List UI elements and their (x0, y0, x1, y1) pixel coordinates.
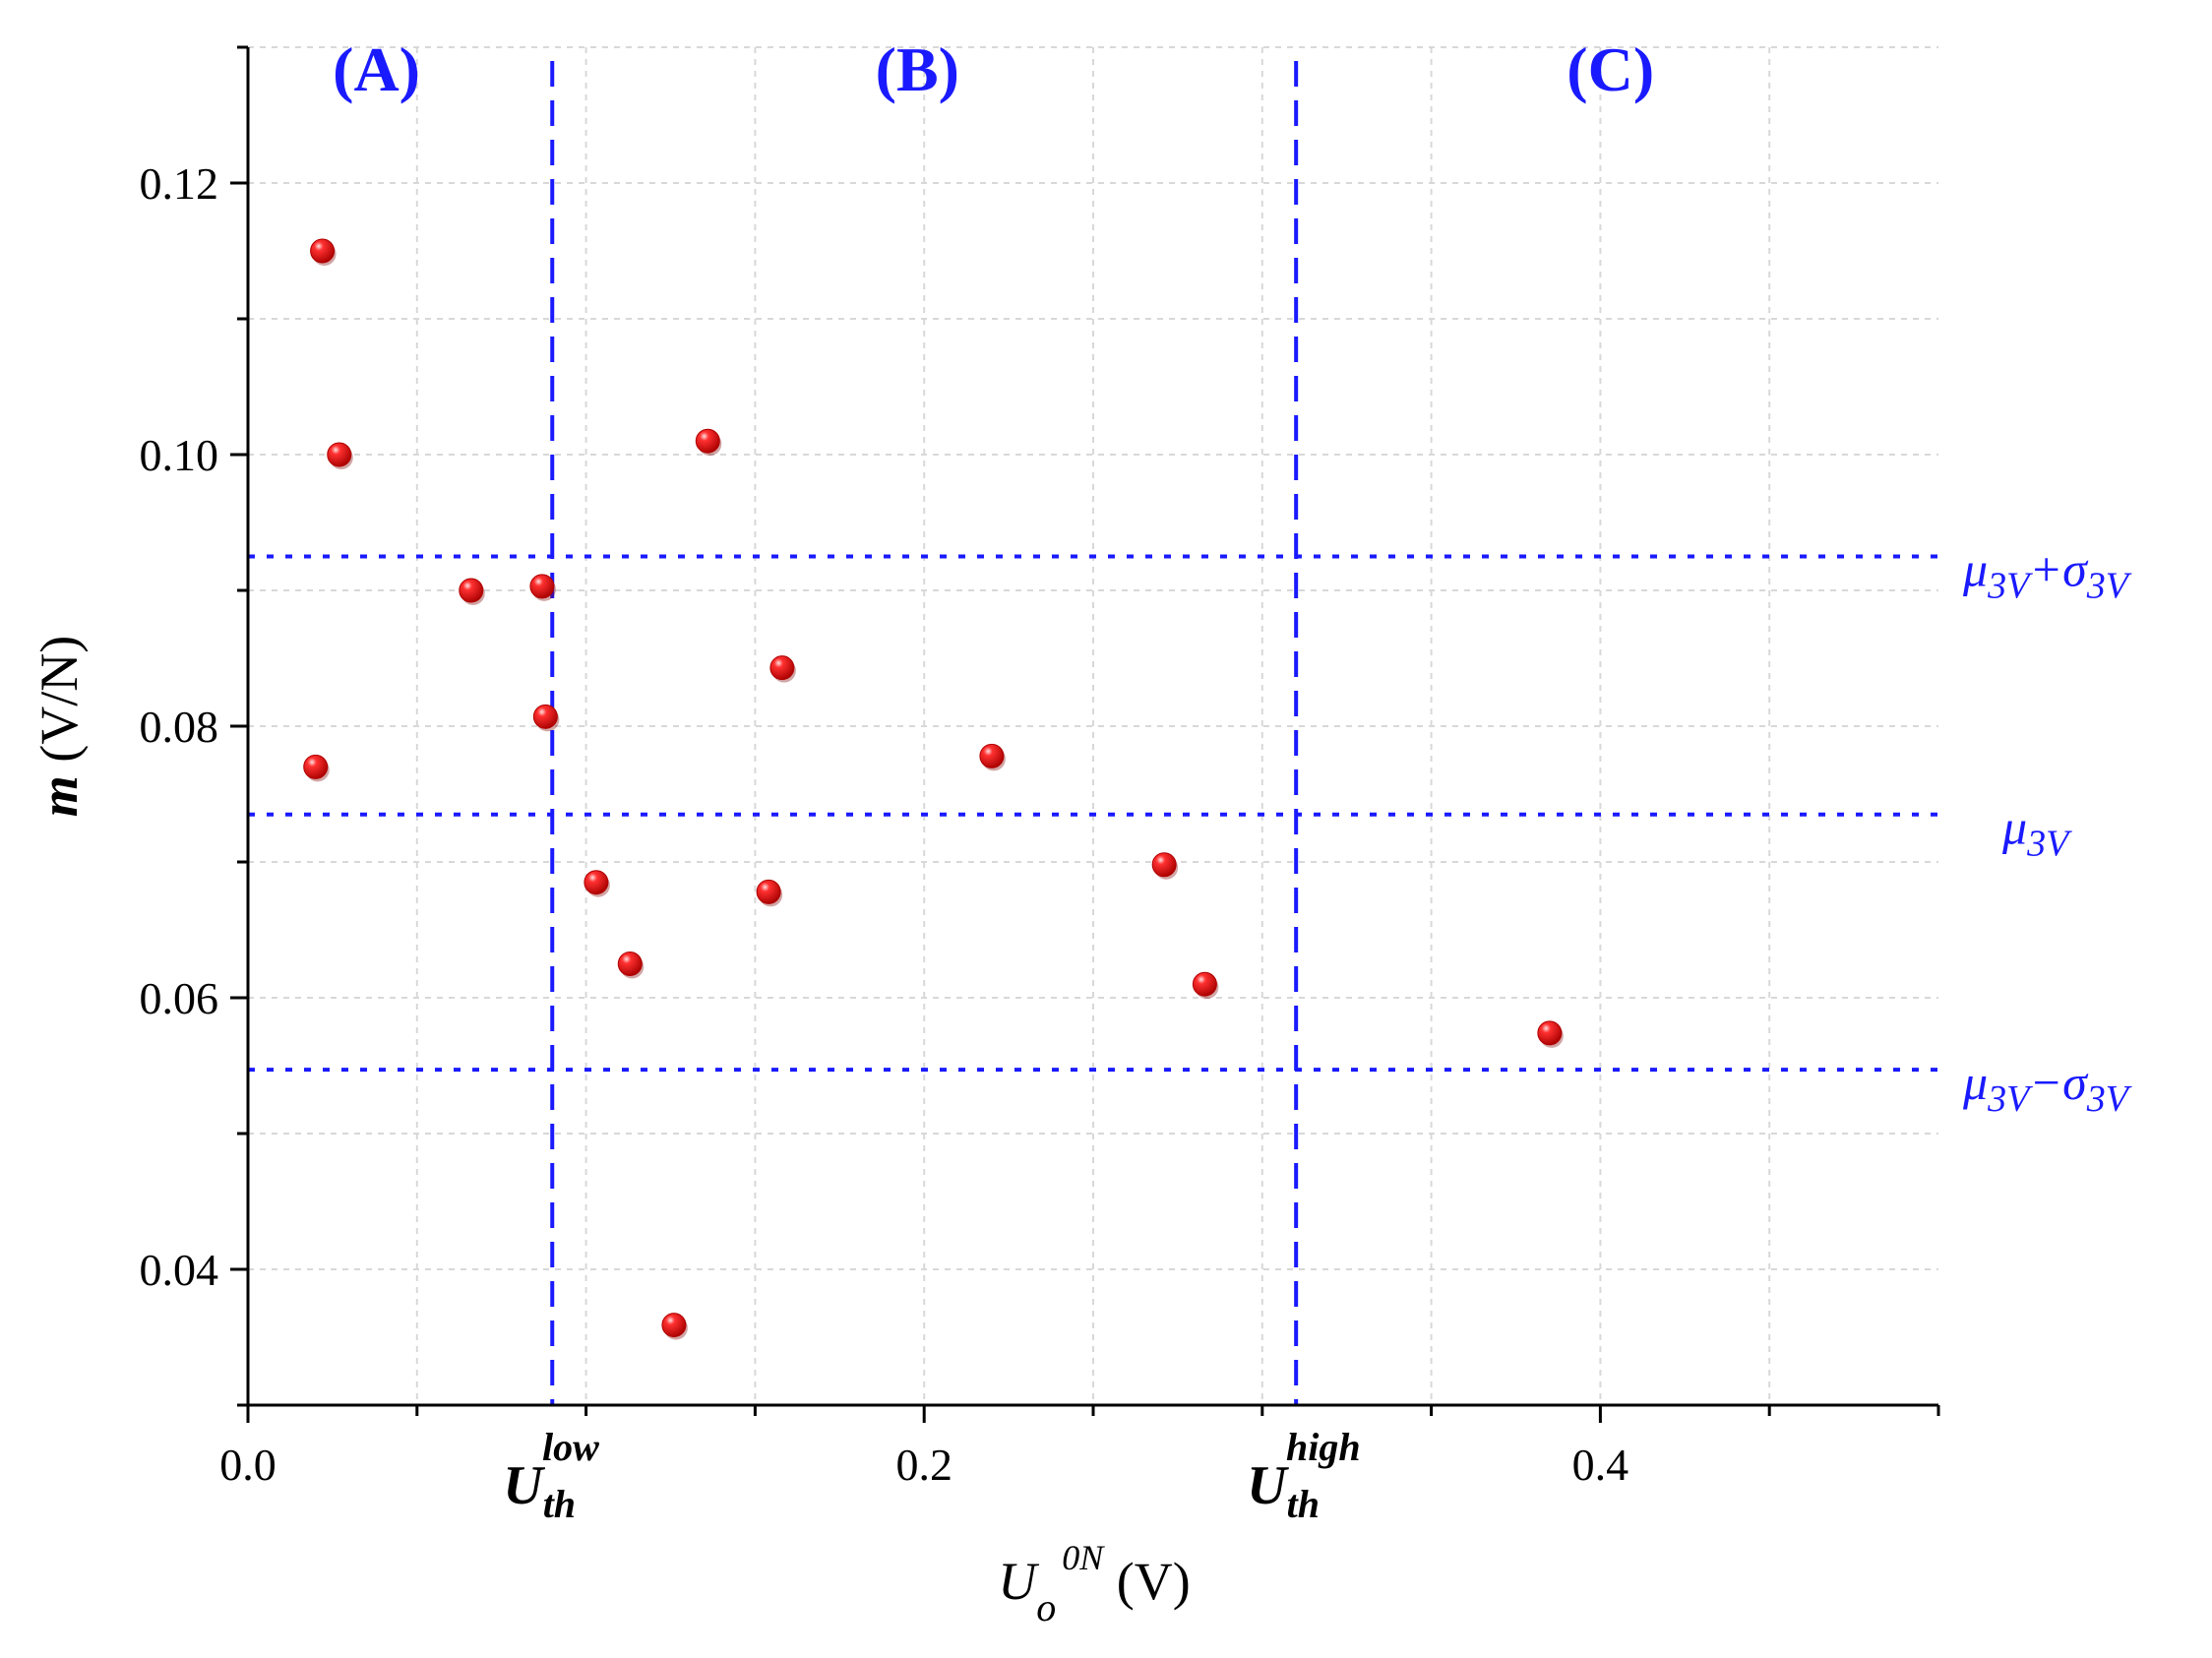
y-tick-label: 0.04 (140, 1245, 219, 1295)
data-point (769, 655, 795, 681)
labels: 0.0 0.2 0.4 0.04 0.06 0.08 0.10 0.12 Uthlow Uthhi… (30, 34, 2132, 1629)
data-point (979, 743, 1005, 768)
region-label: (C) (1567, 34, 1654, 104)
data-point (1192, 971, 1217, 997)
axes (230, 45, 1940, 1423)
reference-label: μ3V (2001, 800, 2072, 865)
data-point (1151, 852, 1177, 878)
x-tick-label: 0.4 (1572, 1440, 1629, 1490)
data-point (1537, 1020, 1563, 1046)
y-tick-label: 0.08 (140, 702, 219, 752)
y-tick-label: 0.10 (140, 430, 219, 480)
x-tick-label: 0.0 (219, 1440, 276, 1490)
reference-label: μ3V−σ3V (1962, 1055, 2132, 1120)
threshold-label: Uthhigh (1247, 1425, 1360, 1526)
data-point (584, 870, 609, 895)
data-points (303, 238, 1564, 1340)
region-label: (A) (333, 34, 420, 104)
y-tick-label: 0.06 (140, 973, 219, 1023)
data-point (756, 879, 781, 904)
data-point (310, 238, 336, 264)
data-point (327, 442, 352, 467)
y-tick-label: 0.12 (140, 158, 219, 209)
y-axis-title: m (V/N) (30, 636, 89, 817)
x-axis-title: Uo0N (V) (998, 1538, 1190, 1629)
reference-lines (248, 61, 1938, 1405)
data-point (617, 952, 643, 976)
data-point (695, 428, 720, 454)
data-point (661, 1313, 687, 1338)
grid (248, 46, 1938, 1405)
x-tick-label: 0.2 (895, 1440, 952, 1490)
data-point (303, 754, 329, 779)
threshold-label: Uthlow (503, 1425, 599, 1526)
data-point (532, 704, 558, 729)
data-point (459, 578, 484, 603)
data-point (529, 574, 555, 599)
reference-label: μ3V+σ3V (1962, 542, 2132, 607)
region-label: (B) (876, 34, 959, 104)
